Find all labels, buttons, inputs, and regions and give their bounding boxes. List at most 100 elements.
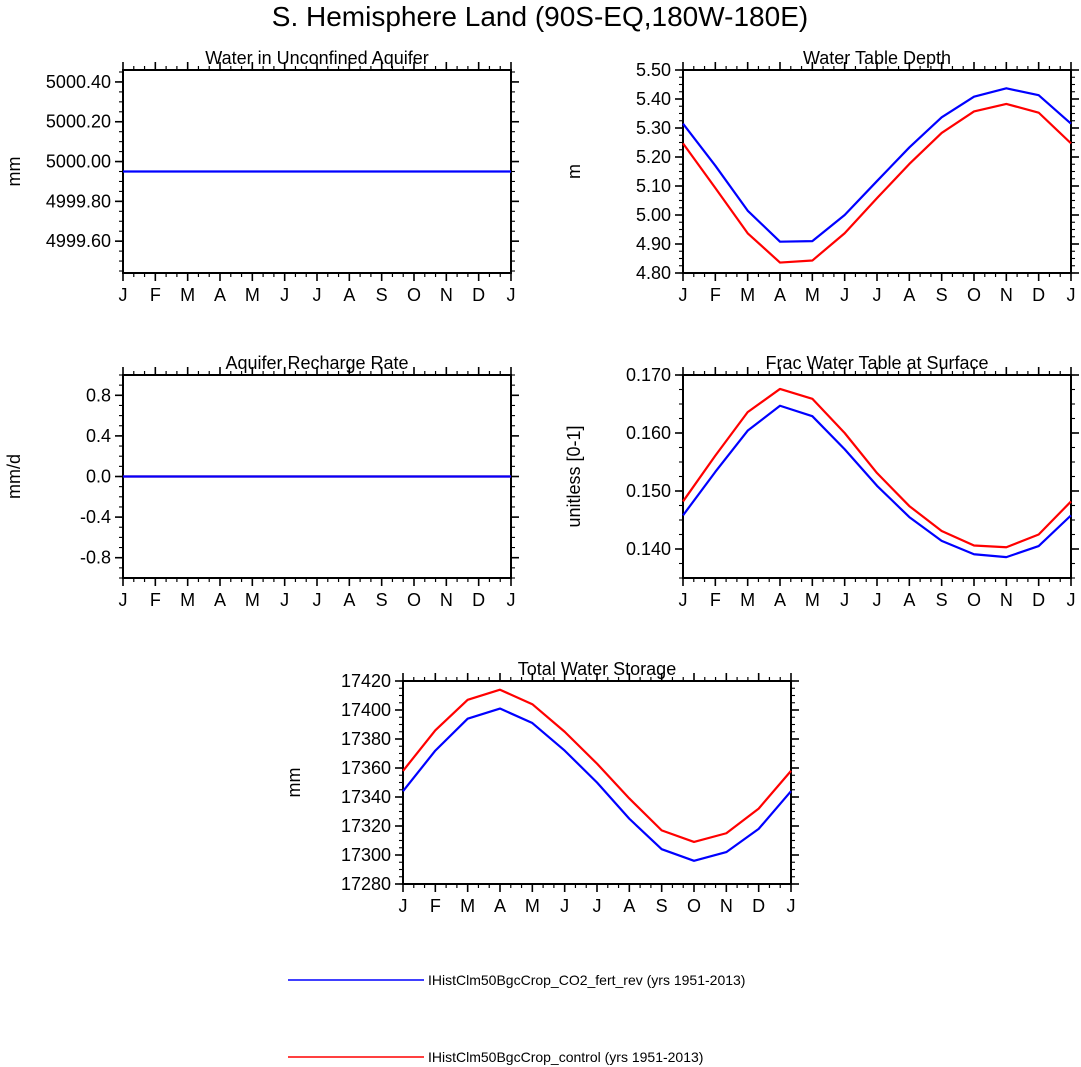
x-tick-label: M — [805, 590, 820, 610]
x-tick-label: M — [805, 285, 820, 305]
x-tick-label: S — [936, 285, 948, 305]
x-tick-label: O — [967, 590, 981, 610]
x-tick-label: J — [280, 285, 289, 305]
panel-title: Aquifer Recharge Rate — [225, 353, 408, 373]
x-tick-label: O — [687, 896, 701, 916]
x-tick-label: M — [245, 285, 260, 305]
plot-frame — [682, 374, 1072, 579]
x-tick-label: S — [656, 896, 668, 916]
x-tick-label: J — [560, 896, 569, 916]
y-tick-label: 0.150 — [626, 481, 671, 501]
x-tick-label: M — [460, 896, 475, 916]
x-tick-label: J — [873, 590, 882, 610]
y-tick-label: 5.00 — [636, 205, 671, 225]
y-axis-label: mm — [4, 157, 24, 187]
y-tick-label: 4999.60 — [46, 231, 111, 251]
panel-title: Water Table Depth — [803, 48, 951, 68]
panel-title: Frac Water Table at Surface — [765, 353, 988, 373]
y-tick-label: 5000.20 — [46, 112, 111, 132]
x-tick-label: S — [936, 590, 948, 610]
x-tick-label: D — [472, 590, 485, 610]
x-tick-label: O — [967, 285, 981, 305]
panel-title: Total Water Storage — [518, 659, 676, 679]
x-tick-label: J — [119, 590, 128, 610]
x-tick-label: D — [752, 896, 765, 916]
y-tick-label: 17340 — [341, 787, 391, 807]
x-tick-label: A — [774, 590, 786, 610]
y-tick-label: 5.30 — [636, 118, 671, 138]
series-line-control — [682, 102, 1072, 264]
x-tick-label: J — [679, 590, 688, 610]
x-tick-label: A — [343, 590, 355, 610]
x-tick-label: F — [150, 590, 161, 610]
x-tick-label: J — [679, 285, 688, 305]
y-tick-label: 0.160 — [626, 423, 671, 443]
x-tick-label: N — [1000, 590, 1013, 610]
y-tick-label: 17320 — [341, 816, 391, 836]
figure-title: S. Hemisphere Land (90S-EQ,180W-180E) — [272, 1, 808, 32]
legend-label: IHistClm50BgcCrop_CO2_fert_rev (yrs 1951… — [428, 972, 745, 988]
series-line-co2-fert-rev — [682, 87, 1072, 243]
series-line-co2-fert-rev — [682, 404, 1072, 559]
x-tick-label: A — [774, 285, 786, 305]
x-tick-label: F — [710, 285, 721, 305]
x-tick-label: M — [740, 590, 755, 610]
x-tick-label: N — [440, 590, 453, 610]
y-tick-label: 17420 — [341, 671, 391, 691]
x-tick-label: A — [214, 285, 226, 305]
panel-title: Water in Unconfined Aquifer — [205, 48, 428, 68]
x-tick-label: M — [245, 590, 260, 610]
x-tick-label: D — [1032, 590, 1045, 610]
y-tick-label: 5.40 — [636, 89, 671, 109]
series-line-control — [682, 387, 1072, 549]
y-axis-label: mm — [284, 768, 304, 798]
y-tick-label: 0.140 — [626, 539, 671, 559]
x-tick-label: M — [180, 285, 195, 305]
y-tick-label: 17360 — [341, 758, 391, 778]
x-tick-label: J — [313, 285, 322, 305]
x-tick-label: J — [840, 285, 849, 305]
panel-fwts: Frac Water Table at Surface unitless [0-1… — [564, 353, 1079, 610]
x-tick-label: J — [787, 896, 796, 916]
x-tick-label: J — [1067, 285, 1076, 305]
y-tick-label: 17300 — [341, 845, 391, 865]
y-tick-label: 4999.80 — [46, 191, 111, 211]
x-tick-label: F — [150, 285, 161, 305]
x-tick-label: F — [710, 590, 721, 610]
x-tick-label: O — [407, 590, 421, 610]
y-tick-label: 5000.40 — [46, 72, 111, 92]
y-tick-label: 0.170 — [626, 365, 671, 385]
series-line-control — [402, 688, 792, 844]
y-tick-label: 0.4 — [86, 426, 111, 446]
x-tick-label: D — [472, 285, 485, 305]
legend-label: IHistClm50BgcCrop_control (yrs 1951-2013… — [428, 1049, 703, 1065]
x-tick-label: S — [376, 285, 388, 305]
x-tick-label: J — [119, 285, 128, 305]
x-tick-label: M — [525, 896, 540, 916]
x-tick-label: F — [430, 896, 441, 916]
y-axis-label: m — [564, 164, 584, 179]
legend: IHistClm50BgcCrop_CO2_fert_rev (yrs 1951… — [288, 972, 745, 1065]
x-tick-label: J — [507, 285, 516, 305]
y-tick-label: 5.10 — [636, 176, 671, 196]
y-tick-label: 17280 — [341, 874, 391, 894]
x-tick-label: J — [840, 590, 849, 610]
y-tick-label: 4.90 — [636, 234, 671, 254]
x-tick-label: M — [180, 590, 195, 610]
x-tick-label: J — [399, 896, 408, 916]
x-tick-label: O — [407, 285, 421, 305]
x-tick-label: N — [1000, 285, 1013, 305]
y-tick-label: 5000.00 — [46, 152, 111, 172]
x-tick-label: A — [903, 590, 915, 610]
x-tick-label: A — [494, 896, 506, 916]
y-tick-label: 5.50 — [636, 60, 671, 80]
y-axis-label: mm/d — [4, 454, 24, 499]
x-tick-label: J — [873, 285, 882, 305]
y-tick-label: 17400 — [341, 700, 391, 720]
x-tick-label: J — [1067, 590, 1076, 610]
y-tick-label: -0.4 — [80, 507, 111, 527]
x-tick-label: J — [313, 590, 322, 610]
